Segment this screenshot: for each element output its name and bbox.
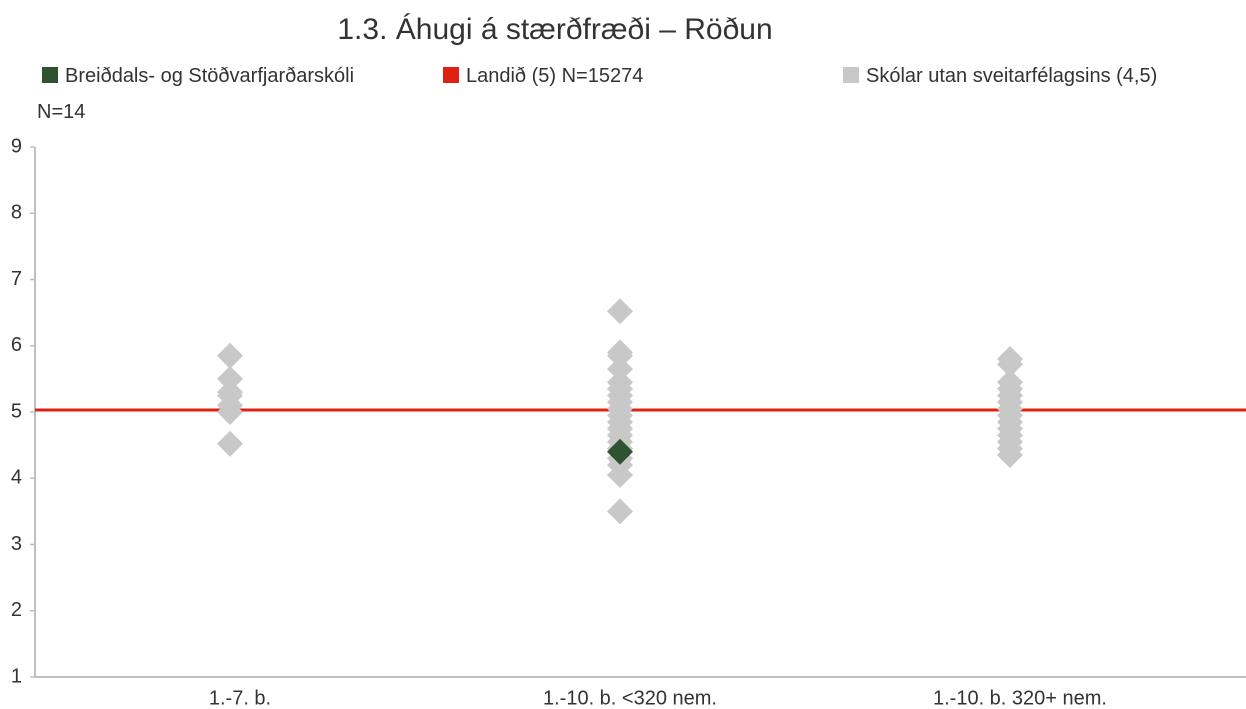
y-tick-label: 4 xyxy=(11,467,22,489)
y-tick-label: 5 xyxy=(11,400,22,422)
point xyxy=(997,442,1023,469)
y-tick-label: 2 xyxy=(11,599,22,621)
y-tick-label: 6 xyxy=(11,334,22,356)
point xyxy=(607,498,633,525)
legend-item: Breiðdals- og Stöðvarfjarðarskóli xyxy=(37,58,438,94)
point xyxy=(607,355,633,382)
y-tick-label: 7 xyxy=(11,268,22,290)
legend: Breiðdals- og Stöðvarfjarðarskóli Landið … xyxy=(37,58,1177,130)
point xyxy=(607,342,633,369)
x-tick-label: 1.-7. b. xyxy=(209,687,271,709)
legend-swatch xyxy=(42,67,58,83)
legend-item: Skólar utan sveitarfélagsins (4,5) N=14 xyxy=(37,65,1157,123)
point xyxy=(217,342,243,369)
legend-item: Landið (5) N=15274 xyxy=(438,58,838,94)
point xyxy=(217,399,243,425)
point xyxy=(997,351,1023,378)
point xyxy=(607,438,633,465)
legend-swatch xyxy=(443,67,459,83)
point xyxy=(607,298,633,325)
legend-label: Skólar utan sveitarfélagsins (4,5) N=14 xyxy=(37,65,1158,123)
legend-swatch xyxy=(843,67,859,83)
legend-label: Landið (5) N=15274 xyxy=(466,65,644,87)
x-tick-label: 1.-10. b. <320 nem. xyxy=(543,687,717,709)
legend-label: Breiðdals- og Stöðvarfjarðarskóli xyxy=(65,65,355,87)
chart-title: 1.3. Áhugi á stærðfræði – Röðun xyxy=(337,13,772,46)
point xyxy=(607,461,633,488)
y-tick-label: 9 xyxy=(11,135,22,157)
y-tick-label: 8 xyxy=(11,202,22,224)
y-tick-label: 3 xyxy=(11,533,22,555)
point xyxy=(217,430,243,457)
point xyxy=(217,365,243,392)
x-tick-label: 1.-10. b. 320+ nem. xyxy=(933,687,1107,709)
y-tick-label: 1 xyxy=(11,665,22,687)
